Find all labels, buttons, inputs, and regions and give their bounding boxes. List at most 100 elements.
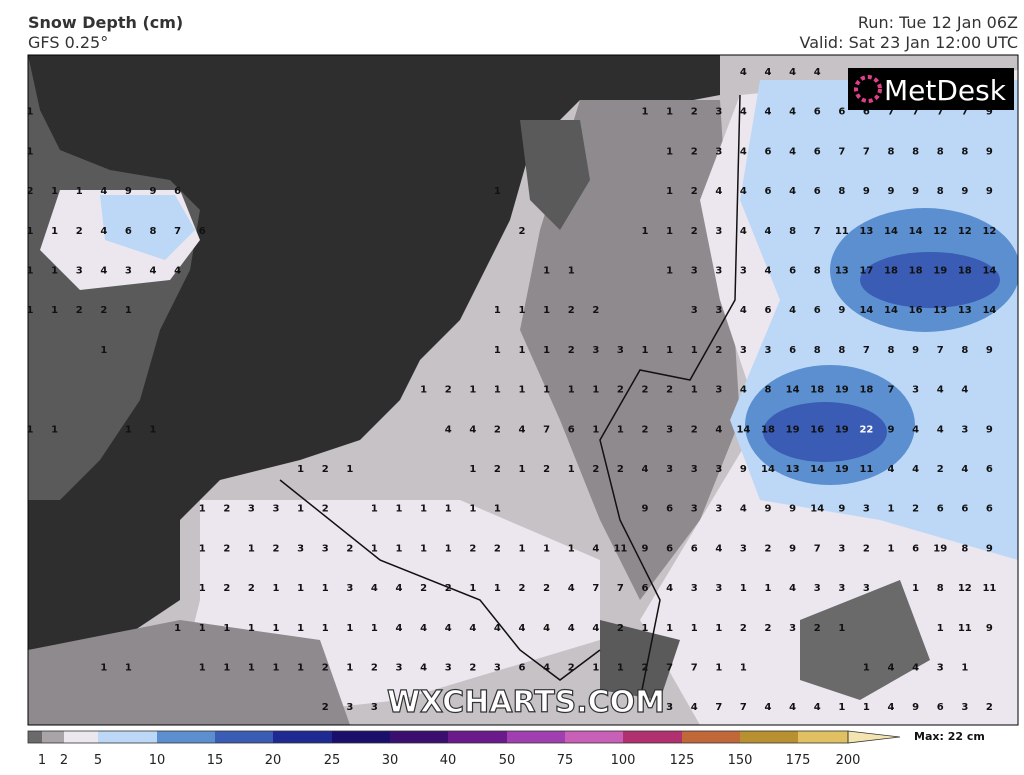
grid-value: 1 [937, 623, 944, 634]
grid-value: 1 [396, 543, 403, 554]
snow-patch [100, 195, 195, 260]
grid-value: 3 [445, 663, 452, 674]
grid-value: 6 [789, 345, 796, 356]
grid-value: 7 [174, 226, 181, 237]
grid-value: 18 [761, 424, 775, 435]
grid-value: 19 [933, 266, 947, 277]
land-shade [520, 120, 590, 230]
grid-value: 3 [740, 266, 747, 277]
grid-value: 14 [982, 305, 996, 316]
grid-value: 4 [765, 67, 772, 78]
grid-value: 4 [937, 424, 944, 435]
grid-value: 2 [494, 464, 501, 475]
grid-value: 1 [888, 543, 895, 554]
grid-value: 9 [986, 107, 993, 118]
grid-value: 1 [346, 623, 353, 634]
grid-value: 4 [789, 583, 796, 594]
grid-value: 3 [666, 702, 673, 713]
grid-value: 4 [789, 186, 796, 197]
grid-value: 3 [789, 623, 796, 634]
colorbar-swatch [157, 731, 215, 743]
grid-value: 7 [814, 543, 821, 554]
grid-value: 6 [937, 504, 944, 515]
grid-value: 2 [543, 583, 550, 594]
grid-value: 7 [961, 107, 968, 118]
grid-value: 7 [617, 583, 624, 594]
land-shade [28, 620, 350, 725]
grid-value: 6 [125, 226, 132, 237]
grid-value: 1 [642, 107, 649, 118]
grid-value: 4 [543, 663, 550, 674]
grid-value: 2 [715, 345, 722, 356]
grid-value: 1 [125, 305, 132, 316]
grid-value: 6 [765, 146, 772, 157]
grid-value: 17 [859, 266, 873, 277]
grid-value: 16 [810, 424, 824, 435]
grid-value: 3 [715, 305, 722, 316]
grid-value: 2 [346, 543, 353, 554]
grid-value: 2 [592, 305, 599, 316]
grid-value: 1 [346, 464, 353, 475]
grid-value: 13 [859, 226, 873, 237]
grid-value: 6 [986, 504, 993, 515]
grid-value: 8 [765, 385, 772, 396]
grid-value: 1 [51, 226, 58, 237]
grid-value: 9 [150, 186, 157, 197]
grid-value: 13 [835, 266, 849, 277]
grid-value: 4 [469, 424, 476, 435]
grid-value: 2 [691, 186, 698, 197]
grid-value: 1 [469, 583, 476, 594]
grid-value: 4 [789, 107, 796, 118]
grid-value: 2 [642, 424, 649, 435]
logo-box [848, 68, 1014, 110]
grid-value: 1 [666, 623, 673, 634]
grid-value: 1 [100, 663, 107, 674]
grid-value: 1 [740, 583, 747, 594]
grid-value: 8 [937, 146, 944, 157]
grid-value: 2 [223, 583, 230, 594]
grid-value: 4 [789, 146, 796, 157]
grid-value: 1 [666, 226, 673, 237]
colorbar-label: 5 [94, 753, 102, 768]
colorbar-label: 100 [611, 753, 636, 768]
grid-value: 1 [888, 504, 895, 515]
grid-value: 2 [322, 702, 329, 713]
grid-value: 1 [691, 345, 698, 356]
grid-value: 7 [691, 663, 698, 674]
border [599, 94, 741, 701]
grid-value: 9 [986, 424, 993, 435]
grid-value: 3 [666, 464, 673, 475]
grid-value: 6 [789, 266, 796, 277]
colorbar-label: 30 [382, 753, 399, 768]
grid-value: 3 [248, 504, 255, 515]
grid-value: 7 [715, 702, 722, 713]
watermark: WXCHARTS.COM [387, 685, 665, 720]
grid-value: 19 [835, 464, 849, 475]
grid-value: 9 [888, 186, 895, 197]
grid-value: 7 [888, 385, 895, 396]
grid-value: 4 [420, 623, 427, 634]
grid-value: 3 [691, 504, 698, 515]
grid-value: 1 [715, 623, 722, 634]
grid-value: 2 [765, 623, 772, 634]
run-label: Run: Tue 12 Jan 06Z [858, 13, 1018, 32]
grid-value: 3 [371, 702, 378, 713]
grid-value: 1 [961, 663, 968, 674]
grid-value: 4 [765, 702, 772, 713]
grid-value: 1 [199, 504, 206, 515]
grid-value: 3 [765, 345, 772, 356]
grid-value: 2 [691, 146, 698, 157]
grid-value: 18 [909, 266, 923, 277]
grid-value: 1 [666, 146, 673, 157]
colorbar-swatch [740, 731, 798, 743]
grid-value: 13 [933, 305, 947, 316]
grid-value: 2 [223, 543, 230, 554]
grid-value: 4 [961, 464, 968, 475]
colorbar-swatch [798, 731, 848, 743]
grid-value: 1 [691, 385, 698, 396]
grid-value: 3 [838, 583, 845, 594]
grid-value: 1 [76, 186, 83, 197]
grid-value: 1 [838, 623, 845, 634]
grid-value: 12 [933, 226, 947, 237]
grid-value: 8 [937, 186, 944, 197]
